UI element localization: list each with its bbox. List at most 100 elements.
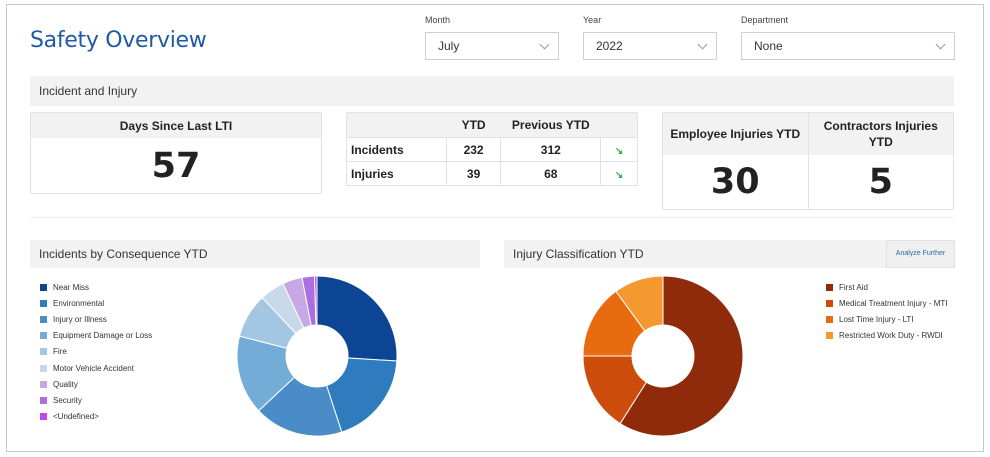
incidents-chart-header: Incidents by Consequence YTD [30, 240, 480, 268]
month-label: Month [425, 15, 451, 25]
injuries-ytd-card: Employee Injuries YTD 30 Contractors Inj… [662, 112, 954, 210]
chevron-down-icon [539, 39, 550, 49]
legend-swatch [40, 299, 47, 307]
contractor-injuries-value: 5 [868, 162, 893, 202]
legend-swatch [40, 348, 47, 356]
table-header: YTD [446, 112, 501, 138]
incidents-legend-item[interactable]: Quality [40, 376, 152, 392]
trend-cell: ↘ [600, 161, 638, 186]
legend-swatch [40, 413, 47, 421]
department-label: Department [741, 15, 789, 25]
dashboard-frame [6, 4, 984, 452]
injury-chart-title: Injury Classification YTD [513, 247, 644, 261]
lti-card: Days Since Last LTI 57 [30, 112, 322, 194]
injury-legend-item[interactable]: Restricted Work Duty - RWDI [826, 328, 947, 344]
page-title: Safety Overview [30, 28, 207, 53]
table-header [600, 112, 638, 138]
injury-legend-item[interactable]: Medical Treatment Injury - MTI [826, 295, 947, 311]
table-header [346, 112, 447, 138]
legend-swatch [40, 364, 47, 372]
year-value: 2022 [596, 39, 623, 53]
department-select[interactable]: None [741, 32, 955, 60]
year-label: Year [583, 15, 602, 25]
employee-injuries-col: Employee Injuries YTD 30 [663, 113, 808, 209]
injury-slice-0[interactable] [619, 275, 744, 437]
table-row: Incidents 232 312 ↘ [346, 137, 638, 162]
chevron-down-icon [697, 39, 708, 49]
legend-label: Motor Vehicle Accident [53, 363, 134, 373]
table-header: Previous YTD [500, 112, 601, 138]
legend-swatch [40, 380, 47, 388]
injury-slice-3[interactable] [615, 275, 664, 332]
previous-ytd-value: 312 [500, 137, 601, 162]
incidents-legend-item[interactable]: Near Miss [40, 279, 152, 295]
legend-label: Medical Treatment Injury - MTI [839, 298, 948, 308]
legend-swatch [826, 315, 833, 323]
lti-label: Days Since Last LTI [31, 113, 321, 138]
incidents-donut-chart [236, 275, 398, 437]
injury-legend-item[interactable]: Lost Time Injury - LTI [826, 311, 947, 327]
ytd-value: 232 [445, 137, 501, 162]
year-select[interactable]: 2022 [583, 32, 717, 60]
legend-label: Security [53, 395, 82, 405]
analyze-further-button[interactable]: Analyze Further [886, 240, 955, 268]
divider [30, 217, 954, 218]
legend-label: Environmental [53, 298, 105, 308]
incidents-legend-item[interactable]: <Undefined> [40, 409, 152, 425]
lti-value: 57 [151, 146, 201, 186]
trend-cell: ↘ [600, 137, 638, 162]
row-label: Injuries [346, 161, 447, 186]
trend-down-arrow-icon: ↘ [614, 145, 624, 157]
injury-chart-header: Injury Classification YTD [504, 240, 886, 268]
legend-swatch [826, 299, 833, 307]
legend-label: <Undefined> [53, 412, 99, 422]
legend-swatch [826, 283, 833, 291]
legend-swatch [40, 396, 47, 404]
injury-legend: First Aid Medical Treatment Injury - MTI L… [826, 279, 947, 344]
incidents-legend-item[interactable]: Fire [40, 344, 152, 360]
incidents-legend-item[interactable]: Security [40, 392, 152, 408]
month-value: July [438, 39, 460, 53]
legend-label: Restricted Work Duty - RWDI [839, 331, 943, 341]
department-filter: Department None [741, 15, 955, 60]
contractor-injuries-col: Contractors Injuries YTD 5 [807, 113, 953, 209]
employee-injuries-label: Employee Injuries YTD [663, 113, 808, 155]
incidents-slice-0[interactable] [316, 275, 398, 362]
injury-donut-chart [582, 275, 744, 437]
trend-down-arrow-icon: ↘ [614, 169, 624, 181]
injury-legend-item[interactable]: First Aid [826, 279, 947, 295]
legend-label: Quality [53, 379, 78, 389]
incidents-legend-item[interactable]: Motor Vehicle Accident [40, 360, 152, 376]
legend-label: Injury or Illness [53, 314, 107, 324]
legend-label: First Aid [839, 282, 868, 292]
chevron-down-icon [935, 39, 946, 49]
ytd-value: 39 [445, 161, 501, 186]
incidents-legend-item[interactable]: Injury or Illness [40, 311, 152, 327]
ytd-table: YTD Previous YTD Incidents 232 312 ↘ Inj… [346, 112, 638, 186]
month-filter: Month July [425, 15, 559, 60]
legend-label: Near Miss [53, 282, 90, 292]
legend-swatch [40, 332, 47, 340]
legend-swatch [40, 315, 47, 323]
section-header: Incident and Injury [30, 76, 954, 106]
legend-swatch [40, 283, 47, 291]
previous-ytd-value: 68 [500, 161, 601, 186]
legend-label: Lost Time Injury - LTI [839, 314, 914, 324]
month-select[interactable]: July [425, 32, 559, 60]
section-title: Incident and Injury [39, 84, 138, 98]
contractor-injuries-label: Contractors Injuries YTD [808, 113, 953, 155]
department-value: None [754, 39, 783, 53]
legend-swatch [826, 332, 833, 340]
incidents-legend-item[interactable]: Environmental [40, 295, 152, 311]
employee-injuries-value: 30 [710, 162, 760, 202]
incidents-legend-item[interactable]: Equipment Damage or Loss [40, 328, 152, 344]
row-label: Incidents [346, 137, 447, 162]
incidents-slice-8[interactable] [313, 275, 318, 326]
legend-label: Fire [53, 347, 67, 357]
year-filter: Year 2022 [583, 15, 717, 60]
table-row: Injuries 39 68 ↘ [346, 161, 638, 186]
incidents-slice-1[interactable] [325, 357, 398, 433]
incidents-legend: Near Miss Environmental Injury or Illness E… [40, 279, 152, 425]
incidents-chart-title: Incidents by Consequence YTD [39, 247, 208, 261]
legend-label: Equipment Damage or Loss [53, 331, 153, 341]
